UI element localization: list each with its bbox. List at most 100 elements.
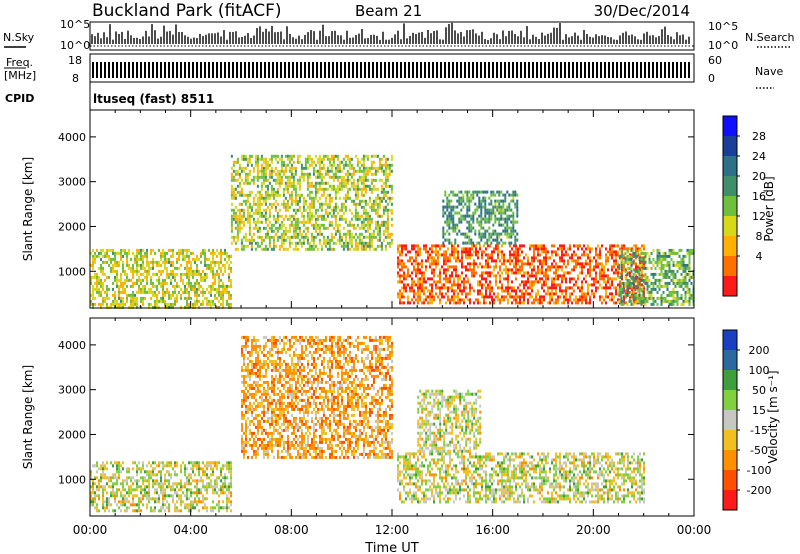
power-cell-875: [240, 202, 243, 206]
power-cell-496: [180, 263, 182, 267]
power-cell-3774: [480, 226, 483, 230]
power-cell-2914: [523, 286, 525, 290]
power-cell-4323: [684, 275, 687, 279]
power-cell-3362: [607, 256, 609, 260]
velocity-cell-52: [102, 467, 104, 471]
power-cell-487: [178, 248, 180, 252]
power-cell-852: [238, 172, 241, 176]
power-cell-1280: [286, 217, 289, 221]
power-cell-820: [234, 187, 237, 191]
power-cell-558: [190, 269, 192, 273]
power-cell-4081: [640, 257, 643, 261]
velocity-cell-60: [102, 497, 104, 501]
power-cell-1983: [364, 241, 367, 245]
power-colorbar-label-0: 4: [756, 250, 763, 263]
power-cell-1326: [292, 166, 295, 170]
power-cell-2303: [413, 268, 415, 272]
power-cell-2451: [437, 286, 439, 290]
power-cell-264: [138, 248, 140, 252]
power-cell-2191: [388, 232, 391, 236]
power-cell-1892: [356, 187, 359, 191]
power-cell-4180: [658, 296, 661, 300]
power-cell-665: [210, 302, 212, 306]
power-cell-409: [164, 257, 166, 261]
power-colorbar-step-5: [723, 216, 737, 237]
power-cell-2373: [423, 298, 425, 302]
power-cell-4002: [624, 281, 627, 285]
power-cell-648: [208, 257, 210, 261]
power-cell-441: [168, 305, 170, 309]
power-cell-3257: [585, 298, 587, 302]
power-cell-2587: [461, 271, 463, 275]
power-cell-4159: [656, 251, 659, 255]
power-cell-2932: [527, 280, 529, 284]
velocity-cell-11: [92, 482, 94, 486]
power-cell-2810: [505, 286, 507, 290]
power-cell-911: [244, 232, 247, 236]
power-cell-1471: [308, 184, 311, 188]
power-cell-741: [224, 251, 226, 255]
power-cell-1714: [334, 232, 337, 236]
power-cell-263: [136, 305, 138, 309]
power-cell-3942: [512, 223, 515, 227]
power-cell-1810: [346, 190, 349, 194]
power-cell-1750: [340, 160, 343, 164]
power-cell-3837: [492, 232, 495, 236]
power-cell-2625: [469, 253, 471, 257]
power-cell-1663: [330, 157, 333, 161]
power-cell-687: [214, 281, 216, 285]
power-cell-2752: [493, 292, 495, 296]
power-cell-1578: [320, 160, 323, 164]
power-cell-1133: [270, 175, 273, 179]
power-cell-420: [166, 251, 168, 255]
power-cell-853: [238, 175, 241, 179]
power-cell-1127: [270, 154, 273, 158]
power-cell-776: [230, 284, 232, 288]
power-cell-989: [254, 223, 257, 227]
power-cell-4027: [630, 248, 633, 252]
power-cell-1859: [352, 199, 355, 203]
power-cell-3649: [454, 223, 457, 227]
power-cell-3347: [603, 298, 605, 302]
power-cell-3833: [492, 208, 495, 212]
power-cell-743: [224, 263, 226, 267]
power-cell-2888: [519, 268, 521, 272]
power-data-cells: [90, 154, 695, 309]
power-cell-442: [170, 248, 172, 252]
power-cell-1407: [300, 214, 303, 218]
power-cell-2434: [435, 250, 437, 254]
power-cell-2179: [386, 229, 389, 233]
power-cell-1694: [332, 235, 335, 239]
power-cell-2872: [517, 247, 519, 251]
power-cell-2843: [511, 295, 513, 299]
power-cell-3121: [559, 286, 561, 290]
power-cell-4012: [626, 281, 629, 285]
power-cell-1016: [256, 244, 259, 248]
power-cell-369: [156, 293, 158, 297]
power-cell-3761: [478, 232, 481, 236]
velocity-cell-8: [90, 503, 92, 507]
power-cell-978: [252, 238, 255, 242]
power-cell-1532: [314, 211, 317, 215]
power-cell-4156: [654, 287, 657, 291]
power-cell-3875: [500, 208, 503, 212]
power-cell-1923: [360, 175, 363, 179]
power-cell-67: [102, 266, 104, 270]
power-cell-2680: [481, 250, 483, 254]
power-cell-1291: [288, 181, 291, 185]
power-cell-1359: [294, 229, 297, 233]
power-cell-932: [246, 244, 249, 248]
power-cell-4065: [636, 296, 639, 300]
power-cell-4090: [642, 251, 645, 255]
power-cell-3267: [587, 286, 589, 290]
power-cell-3188: [573, 250, 575, 254]
power-cell-4068: [638, 257, 641, 261]
power-cell-3288: [591, 283, 593, 287]
power-cell-2056: [374, 154, 377, 158]
power-cell-1503: [310, 247, 313, 251]
power-cell-557: [190, 266, 192, 270]
power-cell-514: [184, 257, 186, 261]
power-cell-2208: [390, 232, 393, 236]
power-cell-1675: [330, 223, 333, 227]
